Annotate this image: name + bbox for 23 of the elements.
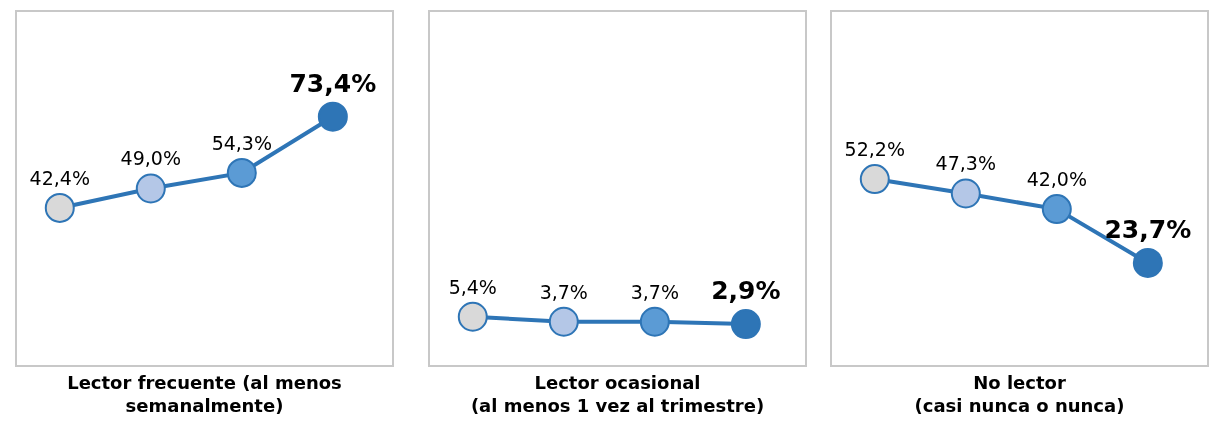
data-label: 47,3% [935, 152, 996, 175]
data-label: 2,9% [711, 276, 781, 306]
data-label: 52,2% [844, 137, 905, 160]
point [1132, 247, 1163, 278]
data-label: 49,0% [120, 147, 181, 170]
point [135, 173, 166, 204]
point [44, 192, 75, 223]
point [317, 101, 348, 132]
data-label: 73,4% [289, 68, 377, 98]
point [859, 164, 890, 195]
point [226, 157, 257, 188]
x-axis-title: Lector ocasional (al menos 1 vez al trimestre) [470, 372, 765, 417]
data-label: 3,7% [539, 280, 588, 303]
x-axis-title: Lector frecuente (al menos semanalmente) [67, 372, 342, 417]
point [1041, 194, 1072, 225]
x-axis-title: No lector (casi nunca o nunca) [914, 372, 1125, 417]
data-label: 54,3% [211, 131, 272, 154]
data-label: 5,4% [448, 275, 497, 298]
data-label: 42,0% [1026, 167, 1087, 190]
point [950, 178, 981, 209]
data-label: 3,7% [630, 280, 679, 303]
data-label: 42,4% [29, 166, 90, 189]
data-label: 23,7% [1104, 215, 1192, 245]
